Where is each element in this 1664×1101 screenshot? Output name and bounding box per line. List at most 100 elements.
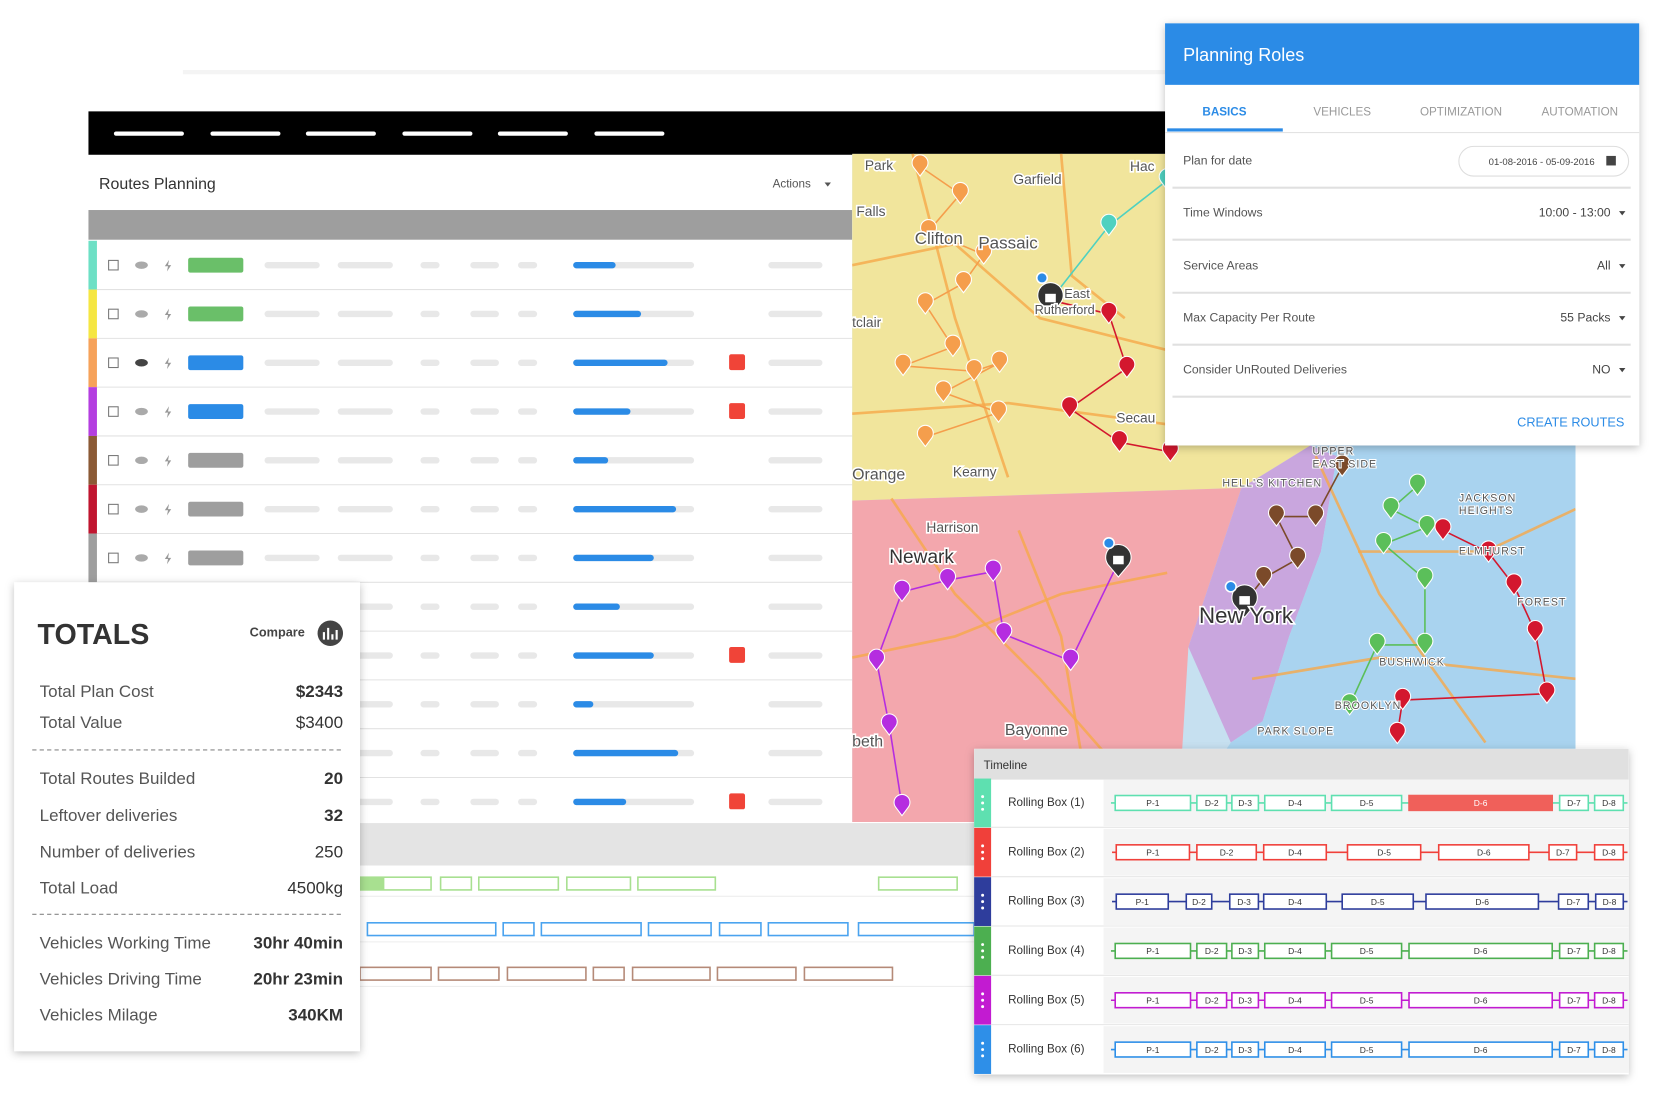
delivery-pin[interactable] bbox=[1382, 497, 1400, 520]
segment[interactable] bbox=[1548, 844, 1578, 861]
segment[interactable] bbox=[1115, 844, 1191, 861]
row-menu-dot[interactable] bbox=[981, 1005, 985, 1009]
field-value[interactable]: 10:00 - 13:00 bbox=[1539, 205, 1611, 219]
row-menu-dot[interactable] bbox=[981, 955, 985, 959]
nav-item[interactable] bbox=[497, 131, 568, 136]
segment[interactable] bbox=[1263, 942, 1327, 960]
nav-item[interactable] bbox=[402, 131, 473, 136]
delivery-pin[interactable] bbox=[868, 648, 886, 672]
checkbox[interactable] bbox=[108, 552, 119, 564]
delivery-pin[interactable] bbox=[965, 359, 983, 382]
delivery-pin[interactable] bbox=[944, 334, 962, 358]
segment[interactable] bbox=[1557, 893, 1590, 910]
delivery-pin[interactable] bbox=[916, 292, 934, 315]
segment[interactable] bbox=[1196, 992, 1228, 1009]
delivery-pin[interactable] bbox=[984, 559, 1002, 583]
segment[interactable] bbox=[1558, 992, 1590, 1009]
segment[interactable] bbox=[1558, 794, 1590, 812]
delivery-pin[interactable] bbox=[911, 154, 929, 177]
field-value[interactable]: 55 Packs bbox=[1560, 310, 1610, 324]
row-menu-dot[interactable] bbox=[981, 949, 985, 953]
checkbox[interactable] bbox=[108, 455, 119, 466]
eye-icon[interactable] bbox=[135, 554, 148, 562]
row-menu-dot[interactable] bbox=[981, 801, 985, 805]
segment[interactable] bbox=[1437, 844, 1530, 861]
segment[interactable] bbox=[1594, 893, 1625, 910]
delivery-pin[interactable] bbox=[1368, 632, 1386, 656]
delivery-pin[interactable] bbox=[990, 400, 1008, 424]
delivery-pin[interactable] bbox=[991, 350, 1009, 374]
segment[interactable] bbox=[1262, 893, 1328, 910]
segment[interactable] bbox=[1341, 893, 1415, 910]
segment[interactable] bbox=[1231, 942, 1260, 960]
delivery-pin[interactable] bbox=[1118, 355, 1136, 379]
checkbox[interactable] bbox=[108, 259, 119, 271]
segment[interactable] bbox=[1593, 1041, 1625, 1058]
eye-icon[interactable] bbox=[135, 407, 148, 416]
segment[interactable] bbox=[1330, 1041, 1403, 1058]
segment[interactable] bbox=[1231, 992, 1260, 1009]
delivery-pin[interactable] bbox=[1505, 573, 1523, 596]
delivery-pin[interactable] bbox=[1434, 518, 1452, 541]
segment[interactable] bbox=[1263, 1041, 1327, 1058]
delivery-pin[interactable] bbox=[1538, 681, 1556, 705]
tab[interactable]: BASICS bbox=[1202, 106, 1246, 119]
date-box[interactable] bbox=[1458, 145, 1630, 177]
row-menu-dot[interactable] bbox=[981, 844, 985, 848]
segment[interactable] bbox=[1263, 794, 1327, 812]
segment[interactable] bbox=[1425, 893, 1540, 910]
delivery-pin[interactable] bbox=[1255, 565, 1273, 589]
row-menu-dot[interactable] bbox=[981, 807, 985, 811]
eye-icon[interactable] bbox=[135, 261, 148, 269]
eye-icon[interactable] bbox=[135, 505, 148, 513]
delivery-pin[interactable] bbox=[1267, 504, 1285, 527]
segment[interactable] bbox=[1196, 942, 1228, 960]
segment[interactable] bbox=[1558, 1041, 1590, 1058]
segment[interactable] bbox=[1593, 942, 1625, 960]
delivery-pin[interactable] bbox=[939, 568, 957, 591]
delivery-pin[interactable] bbox=[880, 713, 898, 736]
field-value[interactable]: NO bbox=[1592, 362, 1610, 376]
segment[interactable] bbox=[1115, 893, 1170, 910]
segment[interactable] bbox=[1346, 844, 1422, 861]
segment[interactable] bbox=[1196, 1041, 1228, 1058]
checkbox[interactable] bbox=[108, 308, 119, 320]
row-menu-dot[interactable] bbox=[981, 998, 985, 1002]
delivery-pin[interactable] bbox=[995, 622, 1013, 645]
compare-link[interactable]: Compare bbox=[250, 625, 305, 640]
segment[interactable] bbox=[1593, 992, 1625, 1009]
segment[interactable] bbox=[1330, 794, 1403, 812]
delivery-pin[interactable] bbox=[1341, 693, 1359, 716]
delivery-pin[interactable] bbox=[955, 271, 972, 294]
nav-item[interactable] bbox=[594, 131, 665, 136]
delivery-pin[interactable] bbox=[951, 181, 969, 205]
segment[interactable] bbox=[1231, 794, 1260, 812]
row-menu-dot[interactable] bbox=[981, 795, 985, 799]
delivery-pin[interactable] bbox=[934, 380, 952, 403]
delivery-pin[interactable] bbox=[1100, 301, 1118, 325]
segment[interactable] bbox=[1185, 893, 1213, 910]
delivery-pin[interactable] bbox=[1100, 213, 1118, 237]
segment[interactable] bbox=[1263, 992, 1327, 1009]
delivery-pin[interactable] bbox=[1526, 620, 1544, 643]
compare-icon[interactable] bbox=[317, 620, 344, 646]
delivery-pin[interactable] bbox=[1409, 473, 1426, 497]
row-menu-dot[interactable] bbox=[981, 850, 985, 854]
segment[interactable] bbox=[1196, 844, 1258, 861]
tab[interactable]: VEHICLES bbox=[1313, 106, 1371, 119]
delivery-pin[interactable] bbox=[1061, 396, 1079, 419]
row-menu-dot[interactable] bbox=[981, 857, 985, 861]
segment[interactable] bbox=[1408, 1041, 1554, 1058]
delivery-pin[interactable] bbox=[1416, 632, 1434, 656]
delivery-pin[interactable] bbox=[1289, 546, 1307, 570]
delivery-pin[interactable] bbox=[1394, 687, 1412, 711]
segment[interactable] bbox=[1408, 794, 1554, 812]
nav-item[interactable] bbox=[210, 131, 281, 136]
row-menu-dot[interactable] bbox=[981, 1041, 985, 1045]
delivery-pin[interactable] bbox=[916, 424, 934, 448]
checkbox[interactable] bbox=[108, 357, 119, 369]
row-menu-dot[interactable] bbox=[981, 943, 985, 947]
row-menu-dot[interactable] bbox=[981, 1054, 985, 1058]
create-routes-button[interactable]: CREATE ROUTES bbox=[1517, 415, 1624, 430]
delivery-pin[interactable] bbox=[1110, 430, 1128, 453]
